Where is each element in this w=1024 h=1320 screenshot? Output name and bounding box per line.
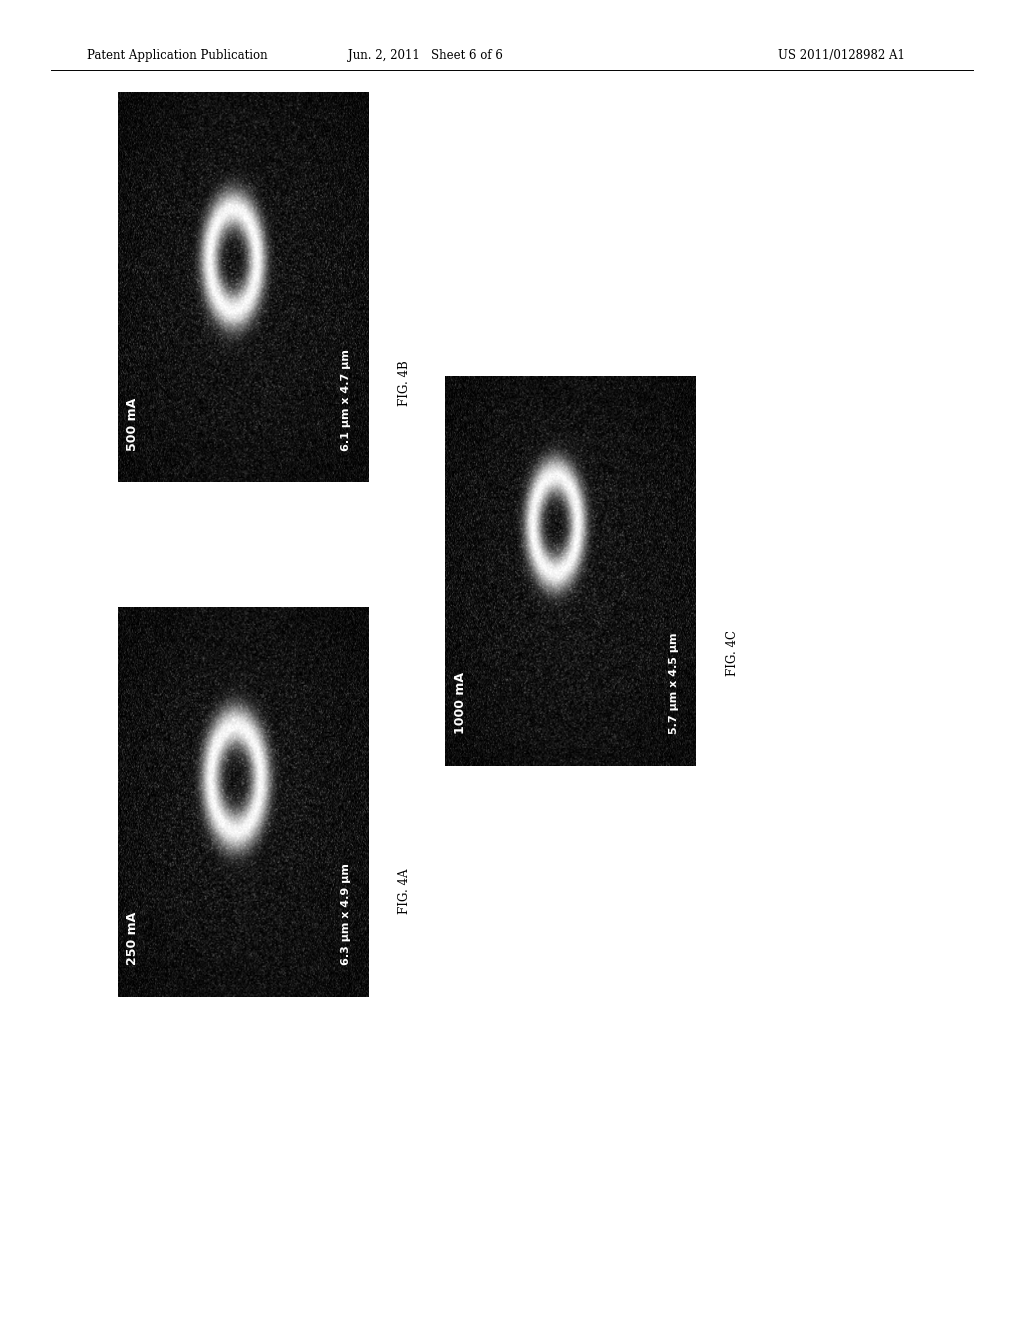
Text: FIG. 4C: FIG. 4C: [726, 631, 738, 676]
Text: FIG. 4A: FIG. 4A: [398, 869, 411, 913]
Text: FIG. 4B: FIG. 4B: [398, 360, 411, 405]
Text: 500 mA: 500 mA: [126, 397, 139, 450]
Text: 6.3 μm x 4.9 μm: 6.3 μm x 4.9 μm: [341, 863, 351, 965]
Text: 1000 mA: 1000 mA: [454, 672, 467, 734]
Text: Jun. 2, 2011   Sheet 6 of 6: Jun. 2, 2011 Sheet 6 of 6: [347, 49, 503, 62]
Text: 6.1 μm x 4.7 μm: 6.1 μm x 4.7 μm: [341, 348, 351, 450]
Text: 250 mA: 250 mA: [126, 912, 139, 965]
Text: Patent Application Publication: Patent Application Publication: [87, 49, 267, 62]
Text: US 2011/0128982 A1: US 2011/0128982 A1: [778, 49, 905, 62]
Text: 5.7 μm x 4.5 μm: 5.7 μm x 4.5 μm: [669, 634, 679, 734]
